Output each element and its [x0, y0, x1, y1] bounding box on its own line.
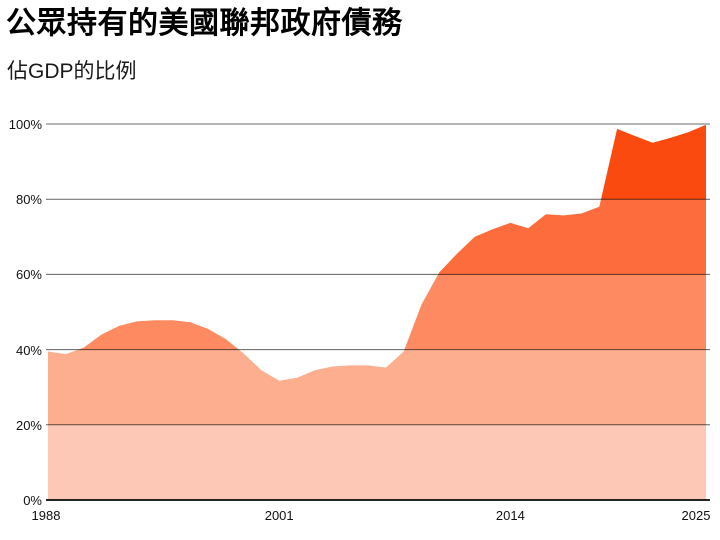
y-tick-label: 80%	[15, 192, 42, 208]
debt-area-series	[48, 124, 706, 501]
y-tick-label: 100%	[8, 117, 42, 132]
chart-title: 公眾持有的美國聯邦政府債務	[6, 7, 403, 40]
x-tick-label: 1988	[31, 508, 61, 523]
y-tick-label: 20%	[15, 417, 42, 433]
y-tick-label: 0%	[23, 493, 42, 508]
y-tick-label: 60%	[15, 267, 42, 283]
x-tick-label: 2001	[264, 508, 294, 523]
x-tick-label: 2014	[495, 508, 525, 523]
y-tick-label: 40%	[15, 342, 42, 358]
x-tick-label: 2025	[681, 508, 711, 523]
chart-subtitle: 佔GDP的比例	[7, 60, 137, 83]
